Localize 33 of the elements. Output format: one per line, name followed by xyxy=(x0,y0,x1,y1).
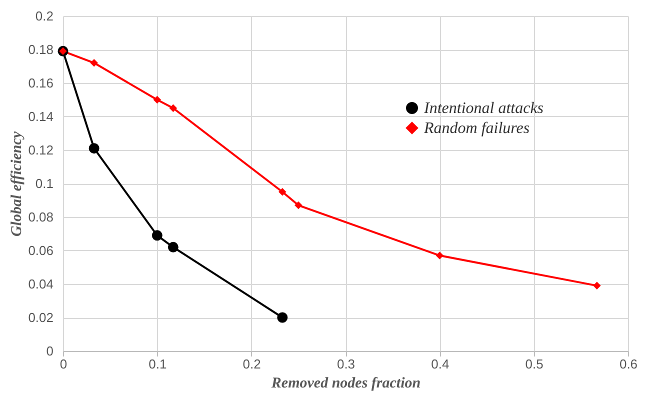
point xyxy=(168,242,178,252)
point xyxy=(294,201,302,210)
y-axis-title: Global efficiency xyxy=(9,131,26,237)
legend-label: Random failures xyxy=(423,120,530,137)
y-tick-label: 0.12 xyxy=(28,142,54,158)
point xyxy=(90,59,98,67)
y-tick-label: 0.14 xyxy=(28,109,54,124)
x-axis-title: Removed nodes fraction xyxy=(270,376,421,392)
y-tick-label: 0.02 xyxy=(28,310,54,325)
y-tick-label: 0 xyxy=(46,344,54,358)
point xyxy=(277,312,288,323)
x-tick-label: 0.2 xyxy=(242,356,261,372)
point xyxy=(153,96,162,104)
point xyxy=(88,143,100,154)
y-tick-label: 0.1 xyxy=(35,176,54,191)
x-tick-label: 0.4 xyxy=(431,356,450,372)
y-tick-label: 0.2 xyxy=(35,8,54,24)
point xyxy=(436,252,444,260)
y-tick-label: 0.08 xyxy=(28,210,54,224)
point xyxy=(152,230,162,241)
point xyxy=(278,188,286,196)
x-tick-label: 0.1 xyxy=(148,356,167,372)
y-tick-label: 0.16 xyxy=(28,76,54,90)
y-tick-label: 0.18 xyxy=(28,42,54,57)
legend-label: Intentional attacks xyxy=(423,100,544,117)
x-tick-label: 0.3 xyxy=(336,356,356,372)
point xyxy=(169,104,178,112)
y-tick-label: 0.04 xyxy=(28,276,54,292)
x-tick-label: 0 xyxy=(60,356,68,372)
x-tick-label: 0.5 xyxy=(525,356,544,372)
x-tick-label: 0.6 xyxy=(619,356,638,372)
y-tick-label: 0.06 xyxy=(28,243,54,258)
point xyxy=(593,282,601,290)
